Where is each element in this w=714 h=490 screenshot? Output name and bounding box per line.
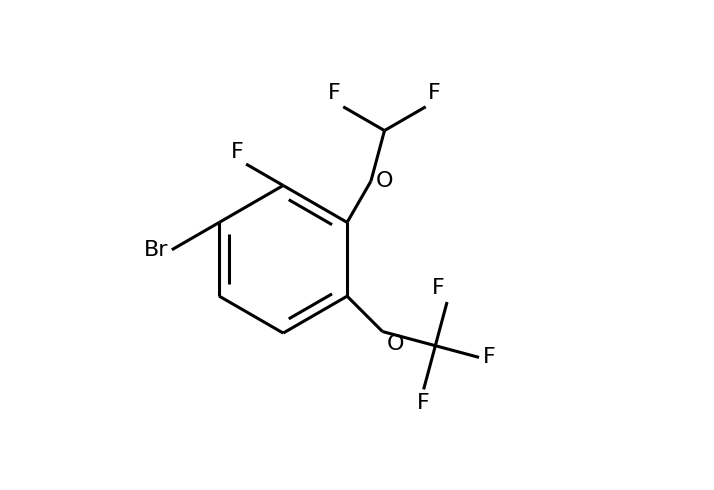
Text: F: F (417, 393, 430, 413)
Text: F: F (432, 278, 445, 298)
Text: F: F (231, 142, 243, 162)
Text: O: O (387, 334, 405, 354)
Text: O: O (376, 171, 393, 191)
Text: Br: Br (144, 240, 168, 260)
Text: F: F (428, 83, 441, 103)
Text: F: F (328, 83, 341, 103)
Text: F: F (483, 347, 496, 368)
